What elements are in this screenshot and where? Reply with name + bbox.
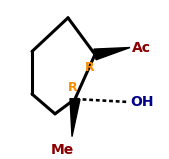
Text: R: R bbox=[85, 61, 95, 74]
Polygon shape bbox=[94, 48, 130, 60]
Text: Ac: Ac bbox=[132, 41, 151, 55]
Text: OH: OH bbox=[130, 95, 153, 109]
Polygon shape bbox=[70, 99, 80, 137]
Text: Me: Me bbox=[50, 143, 74, 157]
Text: R: R bbox=[68, 81, 78, 94]
